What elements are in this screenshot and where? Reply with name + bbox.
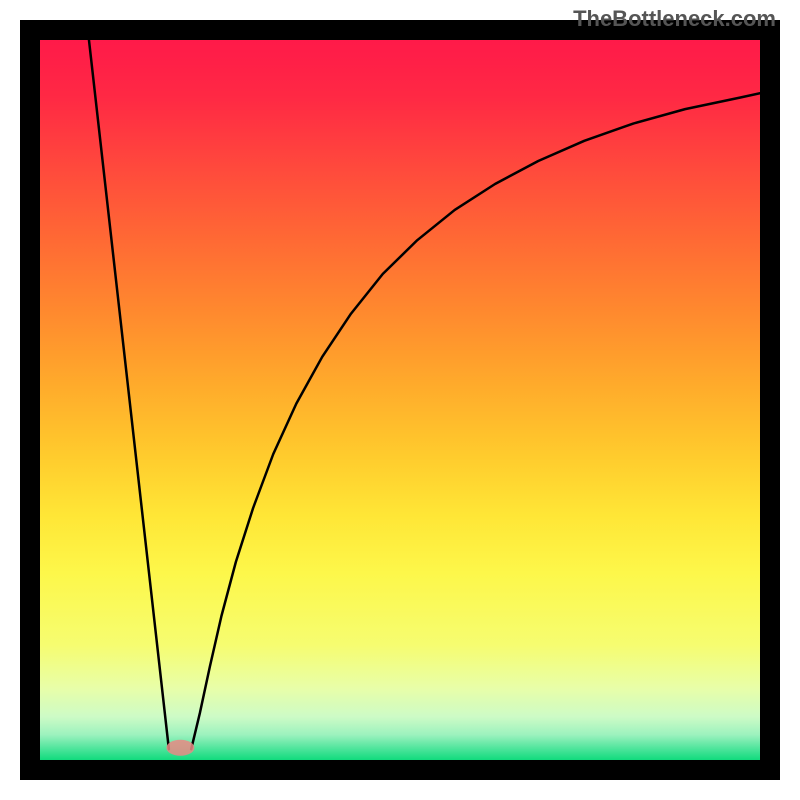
curve-layer xyxy=(40,40,760,760)
bottleneck-right-curve xyxy=(191,93,760,749)
optimal-marker xyxy=(166,740,194,756)
watermark-text: TheBottleneck.com xyxy=(573,6,776,32)
plot-area xyxy=(40,40,760,760)
bottleneck-left-line xyxy=(89,40,169,749)
chart-container: TheBottleneck.com xyxy=(0,0,800,800)
